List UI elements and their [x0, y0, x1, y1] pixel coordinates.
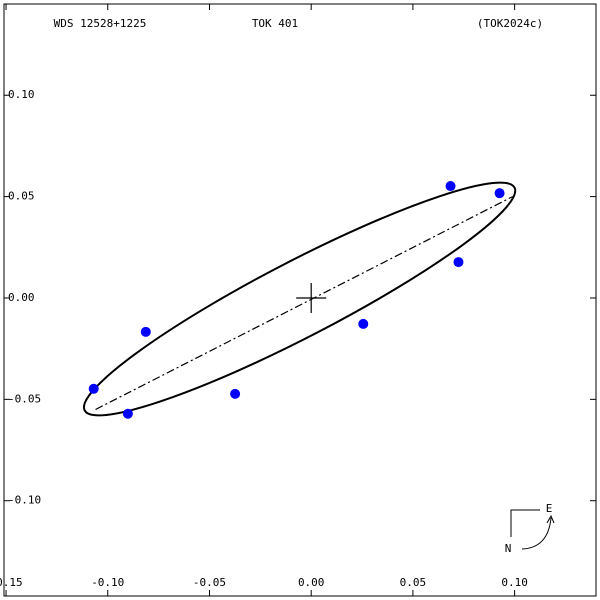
observation-point	[140, 326, 151, 337]
x-tick-label: -0.05	[193, 576, 226, 589]
node-line	[95, 196, 513, 411]
observation-point	[453, 257, 464, 268]
y-tick-label: 0.10	[8, 88, 35, 101]
compass-arrow	[521, 514, 555, 550]
compass-arms	[510, 509, 540, 537]
observation-point	[88, 383, 99, 394]
orbit	[82, 181, 517, 417]
chart-subtitle: TOK 401	[252, 17, 298, 30]
compass-north: N	[505, 542, 512, 555]
y-tick-label: -0.10	[8, 494, 41, 507]
plot-frame	[3, 3, 597, 597]
observation-point	[230, 388, 241, 399]
x-tick-label: 0.00	[298, 576, 325, 589]
y-tick-label: -0.05	[8, 392, 41, 405]
compass: N E	[505, 502, 555, 555]
x-tick-label: 0.05	[400, 576, 427, 589]
primary-star	[296, 282, 327, 313]
compass-east: E	[546, 502, 553, 515]
observation-point	[445, 181, 456, 192]
x-tick-label: -0.15	[0, 576, 23, 589]
observation-point	[358, 318, 369, 329]
y-tick-label: 0.05	[8, 190, 35, 203]
observation-point	[494, 188, 505, 199]
y-tick-label: 0.00	[8, 291, 35, 304]
x-tick-label: 0.10	[501, 576, 528, 589]
x-tick-label: -0.10	[91, 576, 124, 589]
chart-title: WDS 12528+1225	[54, 17, 147, 30]
observation-point	[122, 408, 133, 419]
reference: (TOK2024c)	[477, 17, 543, 30]
